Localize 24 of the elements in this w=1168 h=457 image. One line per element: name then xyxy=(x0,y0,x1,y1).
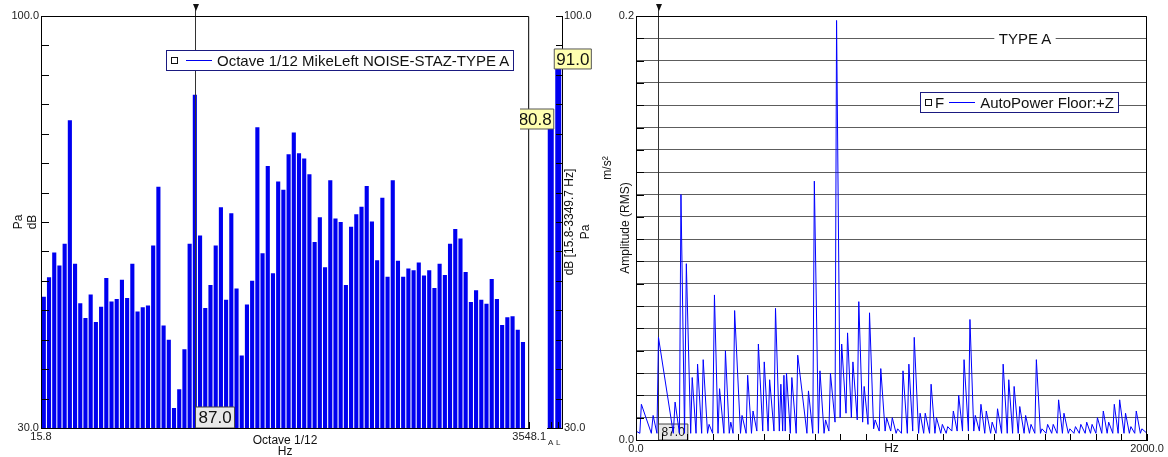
y-tick-label: 100.0 xyxy=(564,9,592,22)
data-label: 80.8 xyxy=(518,109,552,129)
legend-label: AutoPower Floor:+Z xyxy=(980,94,1114,111)
text: Pa xyxy=(11,214,26,230)
y-axis-title: dB [15.8-3349.7 Hz] xyxy=(562,168,577,276)
data-label: 91.0 xyxy=(556,49,590,69)
y-tick-label: 30.0 xyxy=(17,421,39,434)
y-tick-label: 0.2 xyxy=(618,9,634,22)
text: Pa xyxy=(578,224,593,240)
y-axis-title: Amplitude (RMS) xyxy=(618,182,633,274)
x-axis-title: Hz xyxy=(884,441,899,456)
x-tick-label: 2000.0 xyxy=(1130,441,1164,454)
y-axis-title: dB xyxy=(25,214,40,230)
y-tick-label: 100.0 xyxy=(11,9,39,22)
legend-title: F xyxy=(935,94,945,111)
legend-label: Octave 1/12 MikeLeft NOISE-STAZ-TYPE A xyxy=(217,52,510,69)
text: m/s² xyxy=(600,156,615,180)
x-axis-title: Hz xyxy=(277,444,293,457)
ref-line-label: 87.0 xyxy=(198,408,232,428)
text: TYPE A xyxy=(998,30,1052,48)
x-tick-label: L xyxy=(556,438,562,447)
x-tick-label: A xyxy=(548,438,555,447)
x-tick-label: 3548.1 xyxy=(512,429,547,442)
y-tick-label: 30.0 xyxy=(564,421,586,434)
